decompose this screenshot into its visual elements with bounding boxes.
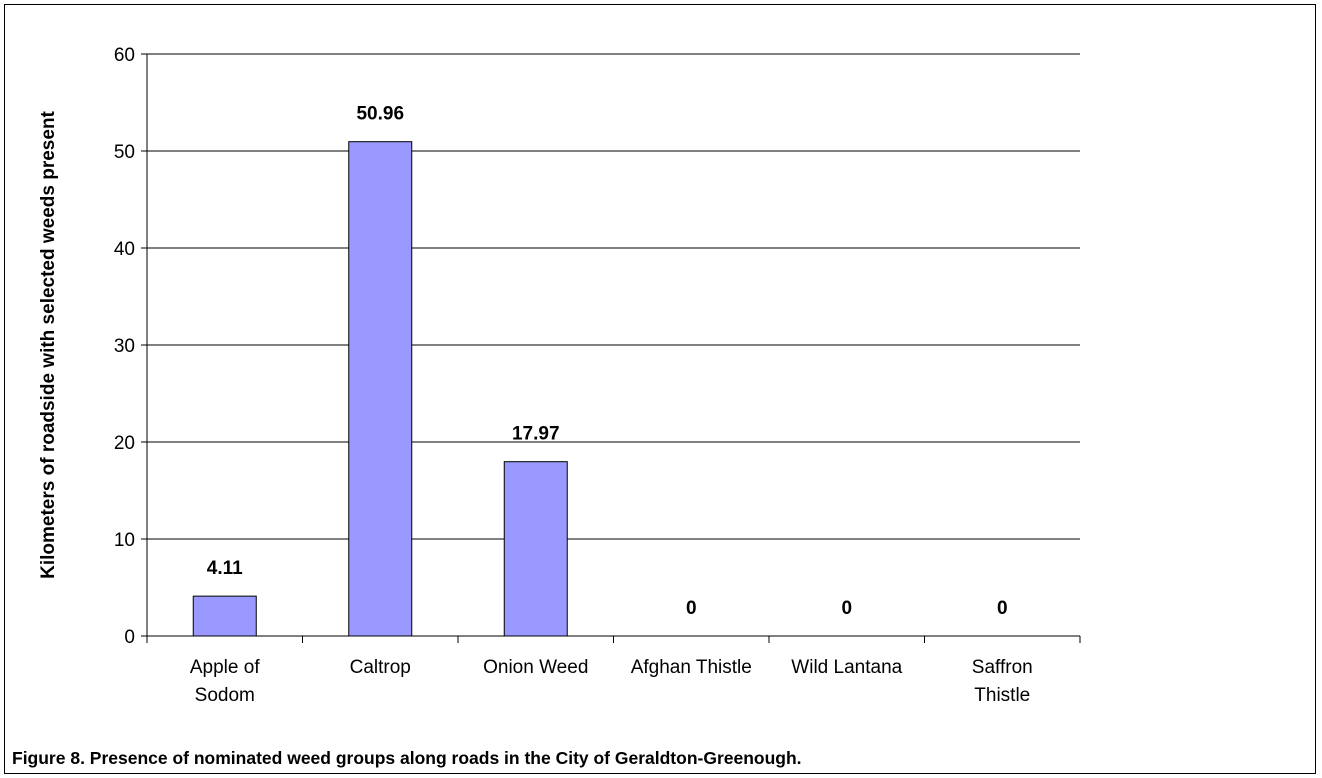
category-label: Onion Weed	[483, 657, 588, 678]
bar	[192, 595, 257, 637]
data-label: 50.96	[356, 104, 404, 125]
data-label: 4.11	[207, 558, 243, 579]
bar	[503, 461, 568, 637]
category-label-line: Caltrop	[350, 657, 411, 678]
category-label-line: Apple of	[190, 657, 260, 678]
data-label: 17.97	[512, 424, 560, 445]
y-tick-label: 20	[114, 433, 135, 454]
labels: 0 10 20 30 40 50 60 4.11 Apple of Sodom 50.96 Caltr…	[114, 45, 1033, 706]
y-axis-title: Kilometers of roadside with selected wee…	[38, 110, 59, 578]
category-label-line: Thistle	[974, 685, 1030, 706]
figure-caption: Figure 8. Presence of nominated weed gro…	[12, 748, 802, 768]
category-label-line: Saffron	[972, 657, 1033, 678]
data-label: 0	[997, 598, 1008, 619]
category-label: Apple of Sodom	[190, 657, 260, 706]
y-tick-label: 0	[124, 627, 135, 648]
bars	[192, 141, 568, 637]
category-label: Afghan Thistle	[631, 657, 752, 678]
bar	[348, 141, 413, 637]
chart-frame	[4, 4, 1316, 774]
y-tick-label: 30	[114, 336, 135, 357]
category-label-line: Afghan Thistle	[631, 657, 752, 678]
data-label: 0	[686, 598, 697, 619]
category-label: Saffron Thistle	[972, 657, 1033, 706]
category-label-line: Onion Weed	[483, 657, 588, 678]
category-label-line: Sodom	[195, 685, 255, 706]
y-tick-label: 40	[114, 239, 135, 260]
y-tick-label: 50	[114, 142, 135, 163]
y-tick-label: 10	[114, 530, 135, 551]
category-label: Caltrop	[350, 657, 411, 678]
axes	[141, 53, 1081, 643]
data-label: 0	[841, 598, 852, 619]
category-label: Wild Lantana	[791, 657, 902, 678]
grid-lines	[147, 53, 1080, 540]
category-label-line: Wild Lantana	[791, 657, 902, 678]
y-tick-label: 60	[114, 45, 135, 66]
